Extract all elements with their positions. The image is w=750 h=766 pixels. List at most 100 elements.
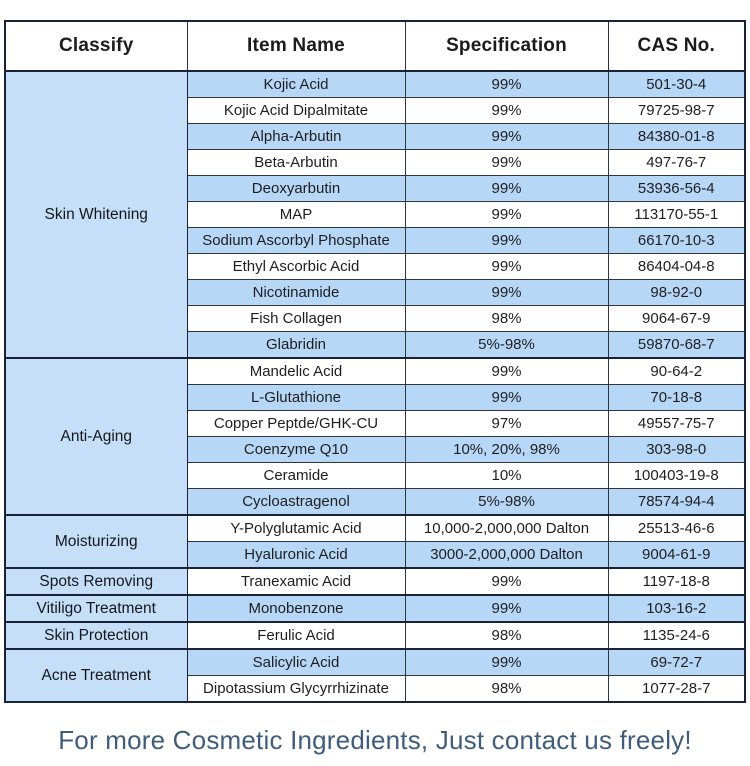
cas-cell: 1135-24-6 — [607, 621, 746, 650]
cas-cell: 9004-61-9 — [607, 541, 746, 569]
item-name-cell: Nicotinamide — [186, 279, 406, 306]
specification-cell: 99% — [404, 384, 609, 411]
specification-cell: 3000-2,000,000 Dalton — [404, 541, 609, 569]
table-row: MAP 99% 113170-55-1 — [5, 201, 746, 228]
header-specification: Specification — [404, 21, 609, 72]
item-name-cell: Deoxyarbutin — [186, 175, 406, 202]
item-name-cell: Kojic Acid — [186, 70, 406, 98]
item-name-cell: Beta-Arbutin — [186, 149, 406, 176]
cas-cell: 100403-19-8 — [607, 462, 746, 489]
cas-cell: 86404-04-8 — [607, 253, 746, 280]
specification-cell: 98% — [404, 305, 609, 332]
classify-cell-anti-aging: Anti-Aging — [4, 357, 188, 516]
table-row: Coenzyme Q10 10%, 20%, 98% 303-98-0 — [5, 436, 746, 463]
table-row: Glabridin 5%-98% 59870-68-7 — [5, 331, 746, 359]
cas-cell: 53936-56-4 — [607, 175, 746, 202]
classify-cell-acne-treatment: Acne Treatment — [4, 648, 188, 703]
table-row: Deoxyarbutin 99% 53936-56-4 — [5, 175, 746, 202]
table-row: Alpha-Arbutin 99% 84380-01-8 — [5, 123, 746, 150]
item-name-cell: Hyaluronic Acid — [186, 541, 406, 569]
table-row: Beta-Arbutin 99% 497-76-7 — [5, 149, 746, 176]
cas-cell: 9064-67-9 — [607, 305, 746, 332]
cas-cell: 70-18-8 — [607, 384, 746, 411]
table-row: Skin Whitening Kojic Acid 99% 501-30-4 — [4, 70, 746, 359]
table-row: Anti-Aging Mandelic Acid 99% 90-64-2 — [4, 357, 746, 516]
header-item-name: Item Name — [186, 21, 406, 72]
classify-cell-vitiligo-treatment: Vitiligo Treatment — [4, 594, 188, 623]
specification-cell: 5%-98% — [404, 488, 609, 516]
table-row: Fish Collagen 98% 9064-67-9 — [5, 305, 746, 332]
table-row: Cycloastragenol 5%-98% 78574-94-4 — [5, 488, 746, 516]
specification-cell: 99% — [404, 201, 609, 228]
cas-cell: 25513-46-6 — [607, 514, 746, 542]
table-row: Nicotinamide 99% 98-92-0 — [5, 279, 746, 306]
item-name-cell: Ferulic Acid — [186, 621, 406, 650]
cas-cell: 79725-98-7 — [607, 97, 746, 124]
item-name-cell: L-Glutathione — [186, 384, 406, 411]
item-name-cell: Dipotassium Glycyrrhizinate — [186, 675, 406, 703]
cas-cell: 1197-18-8 — [607, 567, 746, 596]
table-row: Spots Removing Tranexamic Acid 99% 1197-… — [4, 567, 746, 596]
table-row: Hyaluronic Acid 3000-2,000,000 Dalton 90… — [5, 541, 746, 569]
item-name-cell: Y-Polyglutamic Acid — [186, 514, 406, 542]
specification-cell: 99% — [404, 227, 609, 254]
table-row: Ethyl Ascorbic Acid 99% 86404-04-8 — [5, 253, 746, 280]
item-name-cell: Sodium Ascorbyl Phosphate — [186, 227, 406, 254]
specification-cell: 10% — [404, 462, 609, 489]
cas-cell: 69-72-7 — [607, 648, 746, 676]
item-name-cell: MAP — [186, 201, 406, 228]
table-row: Acne Treatment Salicylic Acid 99% 69-72-… — [4, 648, 746, 703]
table-row: Skin Protection Ferulic Acid 98% 1135-24… — [4, 621, 746, 650]
item-name-cell: Mandelic Acid — [186, 357, 406, 385]
specification-cell: 97% — [404, 410, 609, 437]
specification-cell: 99% — [404, 594, 609, 623]
classify-cell-spots-removing: Spots Removing — [4, 567, 188, 596]
table-row: Copper Peptde/GHK-CU 97% 49557-75-7 — [5, 410, 746, 437]
item-name-cell: Tranexamic Acid — [186, 567, 406, 596]
item-name-cell: Fish Collagen — [186, 305, 406, 332]
table-row: Vitiligo Treatment Monobenzone 99% 103-1… — [4, 594, 746, 623]
classify-cell-skin-whitening: Skin Whitening — [4, 70, 188, 359]
cas-cell: 84380-01-8 — [607, 123, 746, 150]
item-name-cell: Glabridin — [186, 331, 406, 359]
specification-cell: 99% — [404, 149, 609, 176]
specification-cell: 99% — [404, 648, 609, 676]
specification-cell: 98% — [404, 621, 609, 650]
specification-cell: 10,000-2,000,000 Dalton — [404, 514, 609, 542]
cas-cell: 90-64-2 — [607, 357, 746, 385]
item-name-cell: Ceramide — [186, 462, 406, 489]
item-name-cell: Coenzyme Q10 — [186, 436, 406, 463]
cas-cell: 303-98-0 — [607, 436, 746, 463]
specification-cell: 99% — [404, 70, 609, 98]
specification-cell: 99% — [404, 279, 609, 306]
item-name-cell: Copper Peptde/GHK-CU — [186, 410, 406, 437]
classify-cell-moisturizing: Moisturizing — [4, 514, 188, 569]
specification-cell: 10%, 20%, 98% — [404, 436, 609, 463]
item-name-cell: Salicylic Acid — [186, 648, 406, 676]
item-name-cell: Alpha-Arbutin — [186, 123, 406, 150]
table-row: Moisturizing Y-Polyglutamic Acid 10,000-… — [4, 514, 746, 569]
cas-cell: 497-76-7 — [607, 149, 746, 176]
table-row: Dipotassium Glycyrrhizinate 98% 1077-28-… — [5, 675, 746, 703]
cas-cell: 66170-10-3 — [607, 227, 746, 254]
cas-cell: 1077-28-7 — [607, 675, 746, 703]
item-name-cell: Ethyl Ascorbic Acid — [186, 253, 406, 280]
item-name-cell: Kojic Acid Dipalmitate — [186, 97, 406, 124]
footer-tagline: For more Cosmetic Ingredients, Just cont… — [58, 725, 692, 755]
cas-cell: 103-16-2 — [607, 594, 746, 623]
specification-cell: 99% — [404, 253, 609, 280]
specification-cell: 99% — [404, 175, 609, 202]
cas-cell: 98-92-0 — [607, 279, 746, 306]
specification-cell: 5%-98% — [404, 331, 609, 359]
specification-cell: 98% — [404, 675, 609, 703]
header-classify: Classify — [4, 21, 188, 72]
specification-cell: 99% — [404, 123, 609, 150]
specification-cell: 99% — [404, 357, 609, 385]
classify-cell-skin-protection: Skin Protection — [4, 621, 188, 650]
cas-cell: 113170-55-1 — [607, 201, 746, 228]
header-row: Classify Item Name Specification CAS No. — [4, 21, 746, 72]
cas-cell: 78574-94-4 — [607, 488, 746, 516]
cas-cell: 59870-68-7 — [607, 331, 746, 359]
ingredients-table: Classify Item Name Specification CAS No.… — [4, 20, 746, 703]
